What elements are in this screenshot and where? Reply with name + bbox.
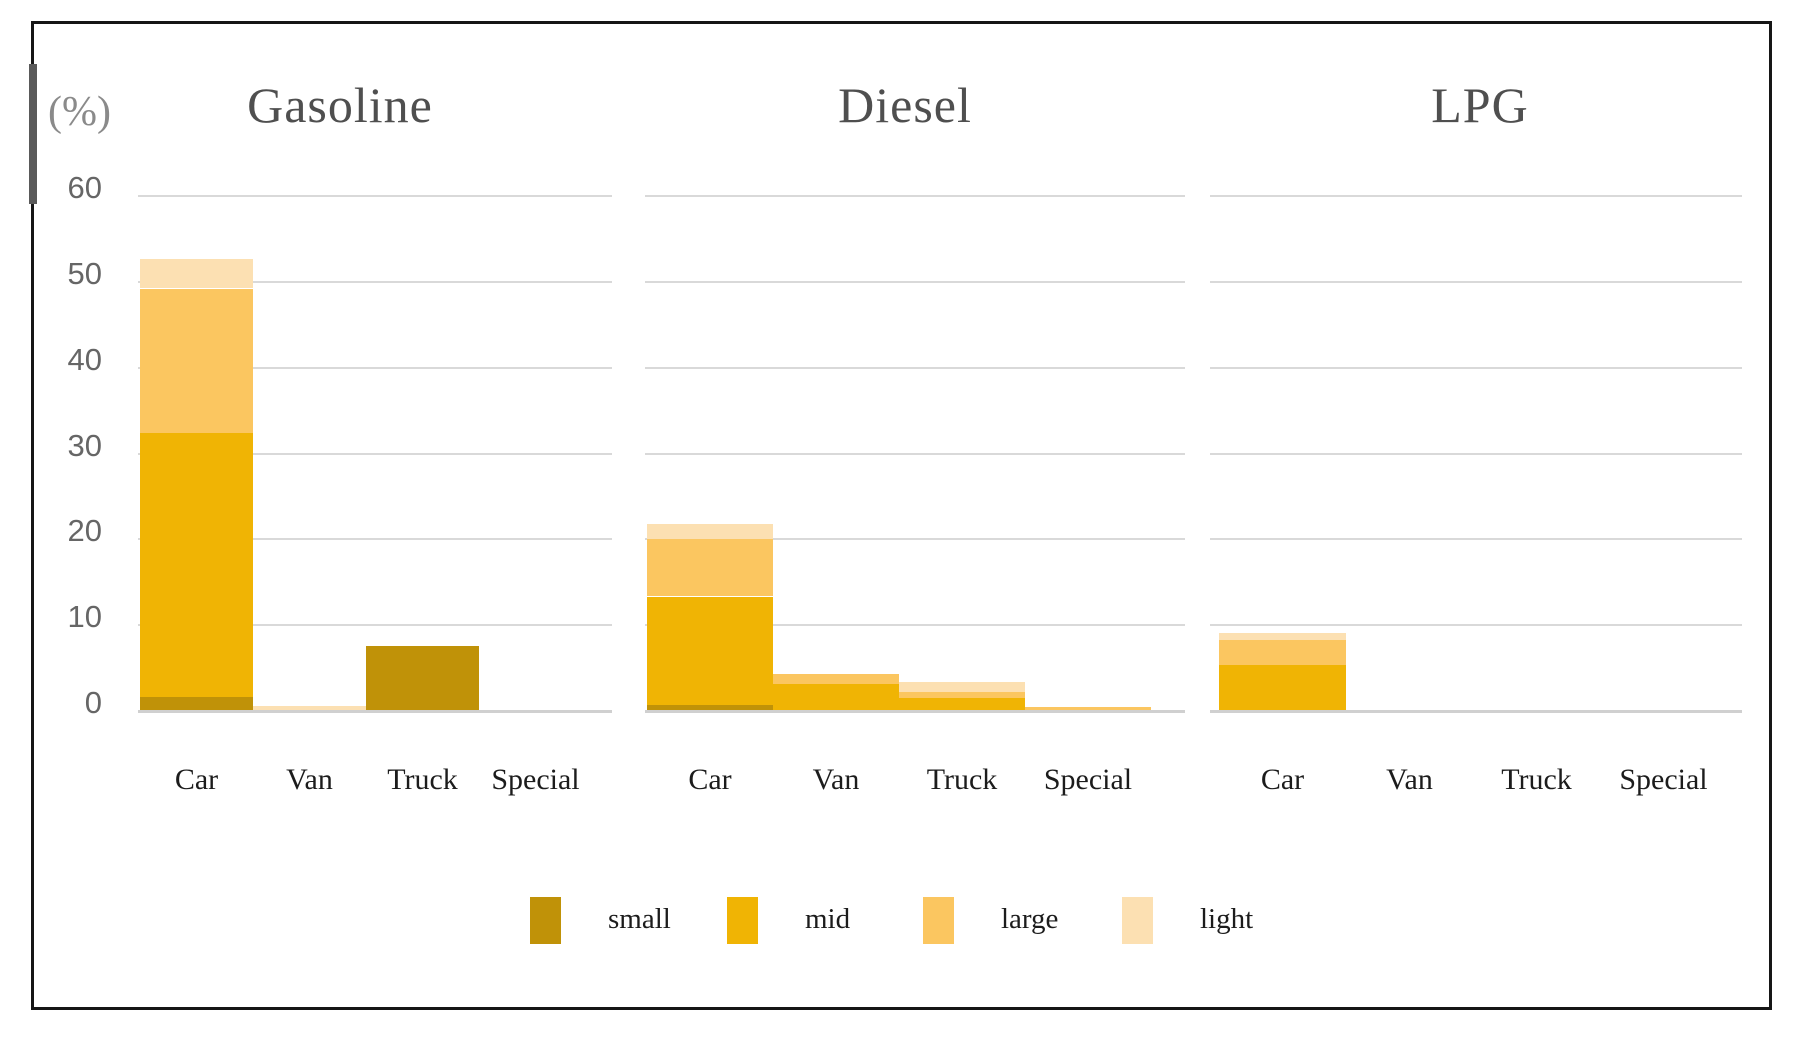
category-label-car: Car xyxy=(688,763,732,796)
y-axis-accent-bar xyxy=(29,64,37,204)
bar-segment-diesel-car-large xyxy=(647,538,773,596)
gridline xyxy=(1210,281,1742,283)
bar-segment-gasoline-car-light xyxy=(140,259,253,288)
legend-swatch-large xyxy=(923,897,954,944)
x-axis-baseline xyxy=(1210,710,1742,713)
y-tick-label: 20 xyxy=(67,513,102,548)
bar-segment-gasoline-car-mid xyxy=(140,433,253,697)
bar-segment-gasoline-van-light xyxy=(253,706,366,710)
category-label-van: Van xyxy=(1386,763,1433,796)
legend-swatch-mid xyxy=(727,897,758,944)
category-label-special: Special xyxy=(1619,763,1708,796)
bar-segment-lpg-car-mid xyxy=(1219,665,1346,710)
gridline xyxy=(645,281,1185,283)
x-axis-baseline xyxy=(645,710,1185,713)
panel-title-diesel: Diesel xyxy=(838,77,972,133)
y-tick-label: 0 xyxy=(84,685,102,720)
bar-segment-diesel-van-mid xyxy=(773,684,899,710)
category-label-truck: Truck xyxy=(387,763,458,796)
legend-label-mid: mid xyxy=(805,903,851,935)
category-label-special: Special xyxy=(491,763,580,796)
chart-frame xyxy=(31,21,1772,1010)
gridline xyxy=(1210,538,1742,540)
legend-label-light: light xyxy=(1200,903,1254,935)
gridline xyxy=(1210,195,1742,197)
legend-label-large: large xyxy=(1001,903,1059,935)
y-tick-label: 40 xyxy=(67,342,102,377)
gridline xyxy=(138,367,612,369)
y-tick-label: 50 xyxy=(67,256,102,291)
bar-segment-diesel-special-large xyxy=(1025,707,1151,710)
legend-swatch-small xyxy=(530,897,561,944)
bar-segment-lpg-car-large xyxy=(1219,640,1346,665)
gridline xyxy=(645,538,1185,540)
bar-segment-gasoline-truck-small xyxy=(366,646,479,710)
panel-title-gasoline: Gasoline xyxy=(247,77,433,133)
gridline xyxy=(138,538,612,540)
gridline xyxy=(1210,367,1742,369)
bar-segment-diesel-car-light xyxy=(647,524,773,539)
category-label-van: Van xyxy=(812,763,860,796)
legend-swatch-light xyxy=(1122,897,1153,944)
bar-segment-lpg-car-light xyxy=(1219,633,1346,640)
bar-segment-diesel-van-large xyxy=(773,674,899,684)
gridline xyxy=(645,624,1185,626)
bar-segment-gasoline-car-small xyxy=(140,697,253,710)
category-label-van: Van xyxy=(286,763,333,796)
y-tick-label: 10 xyxy=(67,599,102,634)
bar-segment-diesel-car-mid xyxy=(647,597,773,705)
legend-label-small: small xyxy=(608,903,671,935)
gridline xyxy=(645,195,1185,197)
bar-segment-diesel-truck-light xyxy=(899,682,1025,692)
panel-title-lpg: LPG xyxy=(1431,77,1529,133)
category-label-car: Car xyxy=(174,763,219,796)
bar-segment-diesel-truck-mid xyxy=(899,698,1025,710)
y-axis-unit-label: (%) xyxy=(48,89,111,135)
x-axis-baseline xyxy=(138,710,612,713)
gridline xyxy=(1210,453,1742,455)
gridline xyxy=(645,367,1185,369)
category-label-truck: Truck xyxy=(926,763,998,796)
bar-segment-gasoline-car-large xyxy=(140,289,253,433)
y-tick-label: 30 xyxy=(67,428,102,463)
bar-segment-diesel-truck-large xyxy=(899,692,1025,698)
gridline xyxy=(138,195,612,197)
category-label-car: Car xyxy=(1260,763,1305,796)
category-label-special: Special xyxy=(1043,763,1133,796)
y-tick-label: 60 xyxy=(67,170,102,205)
gridline xyxy=(645,453,1185,455)
gridline xyxy=(138,281,612,283)
gridline xyxy=(138,624,612,626)
gridline xyxy=(138,453,612,455)
gridline xyxy=(1210,624,1742,626)
category-label-truck: Truck xyxy=(1501,763,1572,796)
bar-segment-diesel-car-small xyxy=(647,705,773,710)
